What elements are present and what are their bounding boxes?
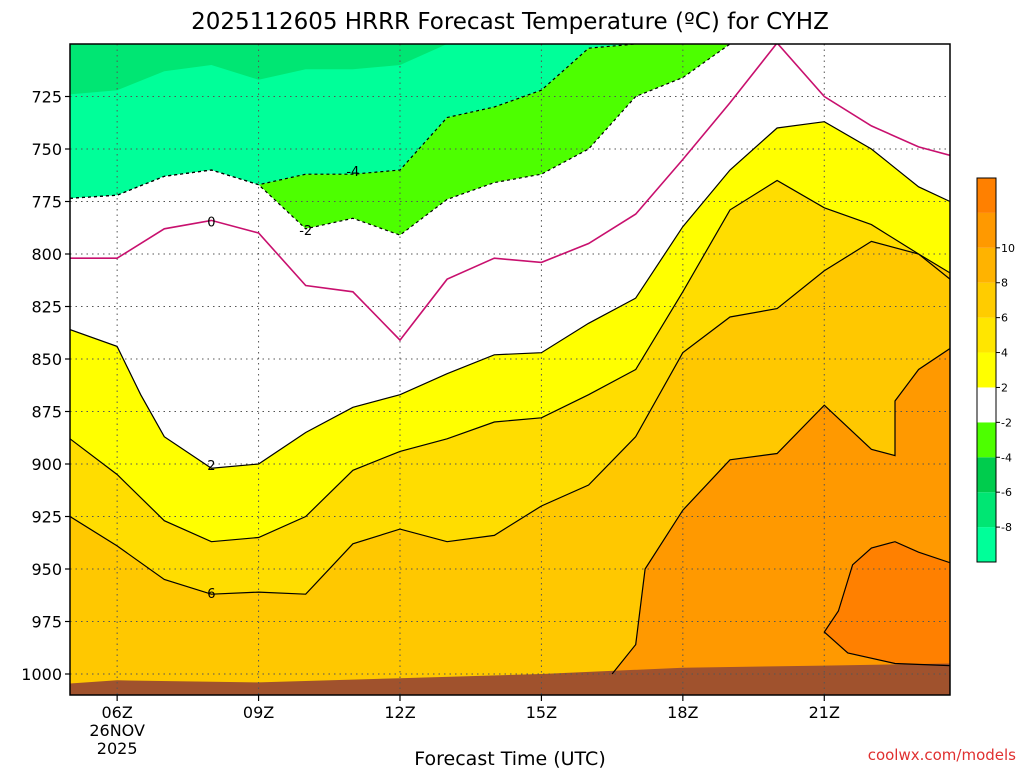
colorbar-label: 8: [1001, 277, 1008, 290]
x-tick-label: 15Z: [526, 703, 557, 722]
y-tick-label: 900: [31, 455, 62, 474]
y-tick-label: 750: [31, 140, 62, 159]
y-tick-label: 975: [31, 613, 62, 632]
x-tick-label: 18Z: [667, 703, 698, 722]
region-4-to-6: [70, 180, 950, 595]
region-lt-neg6: [70, 44, 448, 95]
y-tick-label: 925: [31, 508, 62, 527]
contour-label: 2: [207, 459, 215, 474]
colorbar-swatch: [977, 212, 996, 248]
x-axis-label: Forecast Time (UTC): [414, 748, 605, 768]
colorbar-label: 4: [1001, 347, 1008, 360]
colorbar-swatch: [977, 527, 996, 562]
region-neg2-to-0: [70, 44, 950, 341]
x-tick-label: 12Z: [384, 703, 415, 722]
contour-label: -4: [346, 165, 359, 180]
contour-line-6: [70, 240, 950, 595]
y-tick-label: 850: [31, 350, 62, 369]
colorbar-label: 2: [1001, 381, 1008, 394]
plot-overlay: -4 -2 0 2 6: [207, 165, 359, 602]
colorbar-swatch: [977, 457, 996, 493]
y-tick-label: 825: [31, 298, 62, 317]
region-gt-10: [824, 541, 950, 666]
x-tick-label: 21Z: [809, 703, 840, 722]
x-tick-year: 2025: [97, 739, 138, 758]
colorbar-swatch: [977, 352, 996, 388]
contour-line-8: [611, 348, 950, 675]
plot-frame: [69, 43, 951, 696]
colorbar-label: -2: [1001, 416, 1012, 429]
y-tick-label: 725: [31, 88, 62, 107]
contour-label: -2: [299, 224, 312, 239]
colorbar-swatch: [977, 422, 996, 458]
colorbar-swatch: [977, 178, 996, 213]
x-tick-date: 26NOV: [89, 721, 145, 740]
x-tick-label: 06Z: [101, 703, 132, 722]
plot-area: [70, 44, 950, 695]
colorbar-swatch: [977, 317, 996, 353]
ground-surface: [70, 663, 950, 695]
colorbar-swatch: [977, 282, 996, 318]
colorbar-swatch: [977, 247, 996, 283]
colorbar-swatch: [977, 387, 996, 423]
region-lt-neg4: [70, 44, 636, 199]
region-2-to-4: [70, 121, 950, 542]
colorbar-frame: [976, 177, 997, 563]
colorbar: -8 -6 -4 -2 2 4 6 8 10: [976, 177, 1015, 563]
colorbar-label: -8: [1001, 521, 1012, 534]
y-tick-label: 800: [31, 245, 62, 264]
contour-label: 0: [207, 216, 215, 231]
contour-line-2: [70, 121, 950, 469]
region-0-to-2: [70, 44, 950, 469]
contour-line-10: [823, 541, 950, 667]
x-tick-label: 09Z: [243, 703, 274, 722]
colorbar-label: 6: [1001, 312, 1008, 325]
contour-line-0: [70, 44, 950, 342]
y-tick-label: 950: [31, 560, 62, 579]
contour-line-4: [70, 179, 950, 543]
colorbar-label: -6: [1001, 486, 1012, 499]
region-neg4-to-neg2: [70, 44, 730, 236]
y-tick-label: 1000: [21, 665, 62, 684]
colorbar-swatch: [977, 492, 996, 528]
colorbar-label: 10: [1001, 242, 1015, 255]
y-axis: 725 750 775 800 825 850 875 900 925 950 975 1000: [21, 88, 70, 684]
contour-label: 6: [207, 587, 215, 602]
y-tick-label: 875: [31, 403, 62, 422]
colorbar-label: -4: [1001, 451, 1012, 464]
chart-title: 2025112605 HRRR Forecast Temperature (ºC…: [191, 9, 829, 35]
y-tick-label: 775: [31, 193, 62, 212]
credit-text: coolwx.com/models: [868, 746, 1016, 764]
